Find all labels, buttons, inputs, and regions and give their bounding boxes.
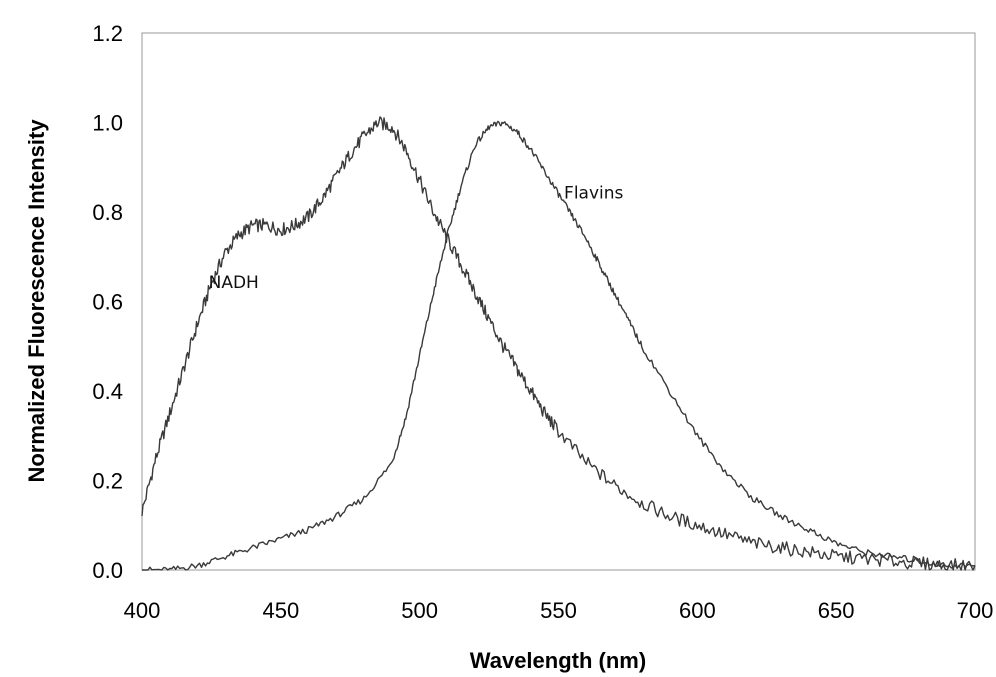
annotation-nadh: NADH [209, 273, 259, 293]
y-tick-label: 0.6 [92, 290, 123, 315]
y-tick-label: 1.0 [92, 111, 123, 136]
y-axis-title: Normalized Fluorescence Intensity [24, 119, 49, 483]
y-tick-label: 0.2 [92, 469, 123, 494]
series-line-nadh [141, 116, 976, 571]
x-tick-label: 650 [818, 598, 855, 623]
y-tick-labels: 0.0 0.2 0.4 0.6 0.8 1.0 1.2 [92, 21, 123, 583]
annotation-flavins: Flavins [564, 184, 623, 204]
y-tick-label: 1.2 [92, 21, 123, 46]
series-line-flavins [142, 120, 976, 571]
x-tick-label: 450 [262, 598, 299, 623]
x-tick-labels: 400 450 500 550 600 650 700 [124, 598, 994, 623]
plot-area [141, 32, 976, 571]
x-axis-title: Wavelength (nm) [470, 648, 646, 673]
x-tick-label: 550 [540, 598, 577, 623]
x-tick-label: 500 [401, 598, 438, 623]
series-lines [141, 116, 976, 571]
x-tick-label: 400 [124, 598, 161, 623]
x-tick-label: 600 [679, 598, 716, 623]
y-tick-label: 0.0 [92, 558, 123, 583]
annotations: NADH Flavins [209, 184, 624, 294]
y-tick-label: 0.4 [92, 379, 123, 404]
x-tick-label: 700 [957, 598, 994, 623]
y-tick-label: 0.8 [92, 200, 123, 225]
